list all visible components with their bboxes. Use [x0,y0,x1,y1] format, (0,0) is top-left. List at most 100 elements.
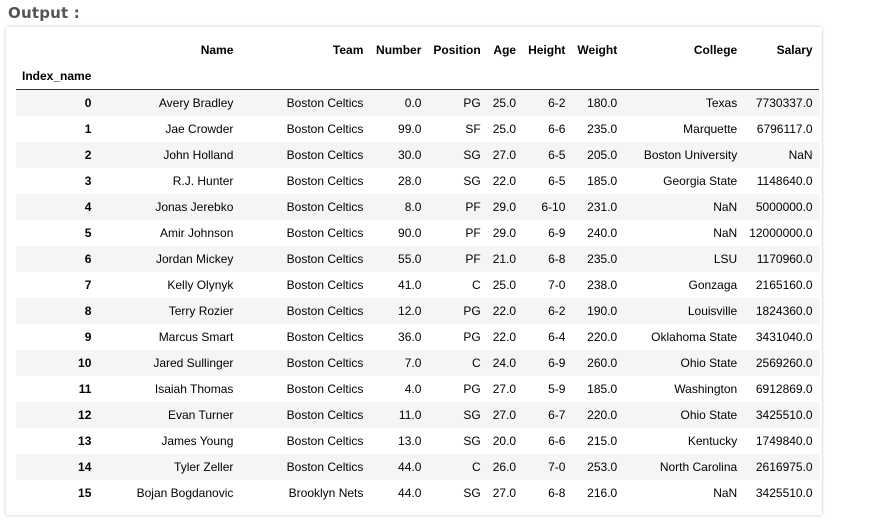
row-index: 10 [78,356,92,370]
name-cell: Terry Rozier [168,304,234,318]
salary-cell: 12000000.0 [749,226,813,240]
row-index: 1 [84,122,92,136]
college-cell: Texas [705,96,738,110]
row-index: 9 [84,330,92,344]
position-cell: SF [465,122,481,136]
number-cell: 11.0 [398,408,422,422]
position-cell: SG [463,486,481,500]
team-cell: Boston Celtics [286,434,364,448]
age-cell: 29.0 [492,226,517,240]
number-cell: 44.0 [398,486,422,500]
table-row: 6 Jordan Mickey Boston Celtics 55.0 PF 21.0 6-… [16,246,819,272]
team-cell: Boston Celtics [286,122,364,136]
row-index: 3 [84,174,92,188]
team-cell: Boston Celtics [286,278,364,292]
height-cell: 6-6 [548,122,566,136]
weight-cell: 253.0 [587,460,618,474]
table-row: 9 Marcus Smart Boston Celtics 36.0 PG 22.0 6-4… [16,324,819,350]
age-cell: 22.0 [492,174,517,188]
height-cell: 6-2 [548,304,566,318]
table-row: 14 Tyler Zeller Boston Celtics 44.0 C 26.0 7-0… [16,454,819,480]
table-row: 11 Isaiah Thomas Boston Celtics 4.0 PG 27.0 5-… [16,376,819,402]
team-cell: Boston Celtics [286,96,364,110]
position-cell: SG [463,408,481,422]
age-cell: 25.0 [492,278,517,292]
position-cell: SG [463,434,481,448]
college-cell: Boston University [643,148,738,162]
name-cell: Jae Crowder [165,122,234,136]
name-cell: Jonas Jerebko [155,200,234,214]
college-cell: LSU [713,252,738,266]
table-row: 10 Jared Sullinger Boston Celtics 7.0 C 24.0 6… [16,350,819,376]
weight-cell: 205.0 [587,148,618,162]
number-cell: 99.0 [398,122,422,136]
salary-cell: 1824360.0 [755,304,813,318]
salary-cell: 3431040.0 [755,330,813,344]
college-cell: Louisville [687,304,738,318]
number-cell: 41.0 [398,278,422,292]
salary-cell: 2616975.0 [755,460,813,474]
position-cell: SG [463,174,481,188]
row-index: 15 [78,486,92,500]
position-cell: SG [463,148,481,162]
row-index: 5 [84,226,92,240]
position-cell: C [472,278,481,292]
output-heading: Output : [8,4,81,22]
team-cell: Boston Celtics [286,304,364,318]
output-panel: Name Team Number Position Age Height Wei… [6,27,822,515]
college-cell: Washington [674,382,738,396]
college-cell: Ohio State [680,408,738,422]
height-cell: 7-0 [548,278,566,292]
position-cell: PG [463,382,481,396]
dataframe-table: Name Team Number Position Age Height Wei… [16,37,819,506]
row-index: 14 [78,460,92,474]
height-cell: 6-6 [548,434,566,448]
row-index: 7 [84,278,92,292]
position-cell: PG [463,96,481,110]
weight-cell: 216.0 [587,486,618,500]
age-cell: 25.0 [492,122,517,136]
index-name-row: Index_name [16,63,819,90]
position-cell: PF [465,200,481,214]
table-row: 1 Jae Crowder Boston Celtics 99.0 SF 25.0 6-6 2… [16,116,819,142]
salary-cell: 1148640.0 [756,174,813,188]
number-cell: 8.0 [404,200,422,214]
team-cell: Boston Celtics [286,382,364,396]
age-cell: 27.0 [492,148,517,162]
college-cell: Oklahoma State [651,330,738,344]
table-row: 4 Jonas Jerebko Boston Celtics 8.0 PF 29.0 6-1… [16,194,819,220]
row-index: 0 [84,96,92,110]
age-cell: 26.0 [492,460,517,474]
column-header-row: Name Team Number Position Age Height Wei… [16,37,819,63]
team-cell: Boston Celtics [286,226,364,240]
weight-cell: 260.0 [587,356,618,370]
salary-cell: 6912869.0 [755,382,813,396]
salary-cell: 7730337.0 [755,96,813,110]
college-cell: NaN [713,226,738,240]
column-header-number: Number [376,43,422,57]
height-cell: 6-9 [548,226,566,240]
row-index: 12 [78,408,92,422]
row-index: 13 [78,434,92,448]
age-cell: 22.0 [492,304,517,318]
salary-cell: NaN [788,148,813,162]
number-cell: 7.0 [404,356,422,370]
height-cell: 5-9 [548,382,566,396]
age-cell: 24.0 [492,356,517,370]
table-row: 12 Evan Turner Boston Celtics 11.0 SG 27.0 6-7… [16,402,819,428]
name-cell: Tyler Zeller [174,460,234,474]
age-cell: 27.0 [492,408,517,422]
position-cell: C [472,356,481,370]
college-cell: NaN [713,200,738,214]
name-cell: Jared Sullinger [153,356,234,370]
number-cell: 36.0 [398,330,422,344]
table-row: 5 Amir Johnson Boston Celtics 90.0 PF 29.0 6-9… [16,220,819,246]
position-cell: C [472,460,481,474]
position-cell: PF [465,252,481,266]
college-cell: Kentucky [687,434,738,448]
index-corner-cell [16,37,97,63]
age-cell: 20.0 [492,434,517,448]
number-cell: 4.0 [404,382,422,396]
salary-cell: 6796117.0 [756,122,813,136]
salary-cell: 3425510.0 [755,408,813,422]
